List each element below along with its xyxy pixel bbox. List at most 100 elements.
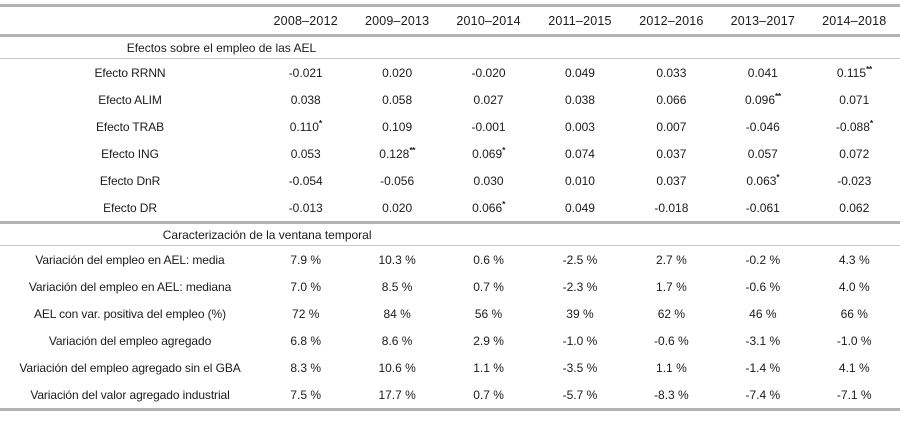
cell-value: 0.7 % <box>473 387 504 402</box>
column-header: 2012–2016 <box>625 5 718 37</box>
cell-value: -0.018 <box>625 194 718 224</box>
table-row: Efecto ALIM 0.038 0.058 0.027 0.038 0.066 0.09… <box>0 86 900 113</box>
table-row: Variación del valor agregado industrial 7… <box>0 381 900 410</box>
section-header: Efectos sobre el empleo de las AEL <box>0 35 443 59</box>
cell-value: 0.049 <box>534 194 626 224</box>
cell-value: 72 % <box>292 306 320 321</box>
cell-value: 0.066* <box>442 194 535 224</box>
column-header: 2013–2017 <box>717 5 809 37</box>
cell-value: 0.063* <box>746 171 780 188</box>
row-label: Efecto RRNN <box>94 65 166 80</box>
cell-value: 8.6 % <box>381 333 413 348</box>
section-header-row: Efectos sobre el empleo de las AEL <box>0 35 900 59</box>
cell-value: 7.0 % <box>290 279 322 294</box>
cell-value: 1.1 % <box>656 360 687 375</box>
cell-value: 46 % <box>749 306 777 321</box>
cell-value: 0.128** <box>379 144 415 161</box>
cell-value: 8.3 % <box>290 360 322 375</box>
row-label: Efecto ALIM <box>98 92 162 107</box>
cell-value: 6.8 % <box>290 333 322 348</box>
cell-value: 1.1 % <box>473 360 504 375</box>
cell-value: -3.5 % <box>562 360 598 375</box>
results-table: 2008–2012 2009–2013 2010–2014 2011–2015 2012… <box>0 4 900 411</box>
cell-value: 84 % <box>383 306 411 321</box>
cell-value: 0.037 <box>656 146 687 161</box>
significance-stars: * <box>318 117 322 128</box>
cell-value: 0.007 <box>656 119 687 134</box>
table-row: Efecto ING 0.053 0.128** 0.069* 0.074 0.037 0.… <box>0 140 900 167</box>
table-row: Efecto DnR -0.054 -0.056 0.030 0.010 0.037 0.0… <box>0 167 900 194</box>
cell-value: 8.5 % <box>381 279 413 294</box>
cell-value: -0.088* <box>835 117 873 134</box>
header-row: 2008–2012 2009–2013 2010–2014 2011–2015 2012… <box>0 5 900 37</box>
cell-value: 4.0 % <box>838 279 870 294</box>
cell-value: 0.109 <box>382 119 413 134</box>
cell-value: 0.066 <box>656 92 687 107</box>
cell-value: 0.053 <box>290 146 321 161</box>
significance-stars: * <box>776 171 780 182</box>
row-label: Efecto ING <box>101 146 159 161</box>
cell-value: 7.9 % <box>290 252 322 267</box>
section-filler <box>442 35 900 59</box>
cell-value: 10.3 % <box>378 252 416 267</box>
cell-value: -0.023 <box>837 173 872 188</box>
cell-value: 0.096** <box>744 90 781 107</box>
significance-stars: ** <box>866 63 872 74</box>
cell-value: 7.5 % <box>290 387 322 402</box>
table-row: Variación del empleo en AEL: mediana 7.0 … <box>0 273 900 300</box>
cell-value: 62 % <box>657 306 686 321</box>
significance-stars: * <box>502 144 505 155</box>
cell-value: -0.056 <box>380 173 415 188</box>
table-row: Efecto RRNN -0.021 0.020 -0.020 0.049 0.033 0.… <box>0 59 900 87</box>
column-header: 2009–2013 <box>351 5 443 37</box>
cell-value: 4.3 % <box>838 252 870 267</box>
row-label: AEL con var. positiva del empleo (%) <box>33 306 227 321</box>
cell-value: -0.6 % <box>745 279 781 294</box>
corner-cell <box>0 5 260 37</box>
row-label: Efecto DR <box>0 194 260 224</box>
cell-value: -0.021 <box>288 65 323 80</box>
cell-value: 39 % <box>566 306 594 321</box>
cell-value: -0.046 <box>745 119 780 134</box>
table-row: Efecto DR -0.013 0.020 0.066* 0.049 -0.018 -0.… <box>0 194 900 224</box>
significance-stars: * <box>502 198 505 209</box>
row-label: Variación del empleo en AEL: media <box>35 252 225 267</box>
cell-value: 10.6 % <box>378 360 416 375</box>
table-row: Variación del empleo en AEL: media 7.9 % 1… <box>0 246 900 274</box>
cell-value: 0.7 % <box>473 279 504 294</box>
section-header: Caracterización de la ventana temporal <box>0 222 535 246</box>
row-label: Variación del empleo agregado sin el GBA <box>19 360 241 375</box>
table-row: Efecto TRAB 0.110* 0.109 -0.001 0.003 0.007 -0… <box>0 113 900 140</box>
cell-value: 0.033 <box>656 65 687 80</box>
cell-value: 0.027 <box>473 92 504 107</box>
table-row: AEL con var. positiva del empleo (%) 72 %… <box>0 300 900 327</box>
cell-value: 0.6 % <box>473 252 504 267</box>
cell-value: 17.7 % <box>378 387 416 402</box>
row-label: Variación del empleo agregado <box>48 333 212 348</box>
cell-value: -0.001 <box>471 119 506 134</box>
cell-value: -0.2 % <box>745 252 781 267</box>
cell-value: -8.3 % <box>654 387 689 402</box>
cell-value: 0.115** <box>836 63 872 80</box>
cell-value: -3.1 % <box>745 333 781 348</box>
table-body: Efectos sobre el empleo de las AEL Efecto… <box>0 35 900 410</box>
cell-value: 0.003 <box>564 119 595 134</box>
cell-value: 2.9 % <box>473 333 504 348</box>
column-header: 2010–2014 <box>442 5 535 37</box>
cell-value: -0.020 <box>471 65 506 80</box>
cell-value: 0.020 <box>351 194 443 224</box>
cell-value: 0.062 <box>808 194 900 224</box>
cell-value: 0.010 <box>564 173 595 188</box>
significance-stars: * <box>869 117 873 128</box>
cell-value: 0.020 <box>382 65 413 80</box>
cell-value: 0.058 <box>382 92 413 107</box>
paper-table-page: 2008–2012 2009–2013 2010–2014 2011–2015 2012… <box>0 4 900 411</box>
cell-value: 0.041 <box>747 65 778 80</box>
cell-value: -0.6 % <box>654 333 689 348</box>
cell-value: 0.074 <box>564 146 595 161</box>
table-row: Variación del empleo agregado 6.8 % 8.6 % 2… <box>0 327 900 354</box>
table-header: 2008–2012 2009–2013 2010–2014 2011–2015 2012… <box>0 5 900 37</box>
cell-value: 66 % <box>840 306 868 321</box>
cell-value: -0.061 <box>717 194 809 224</box>
cell-value: 2.7 % <box>656 252 687 267</box>
